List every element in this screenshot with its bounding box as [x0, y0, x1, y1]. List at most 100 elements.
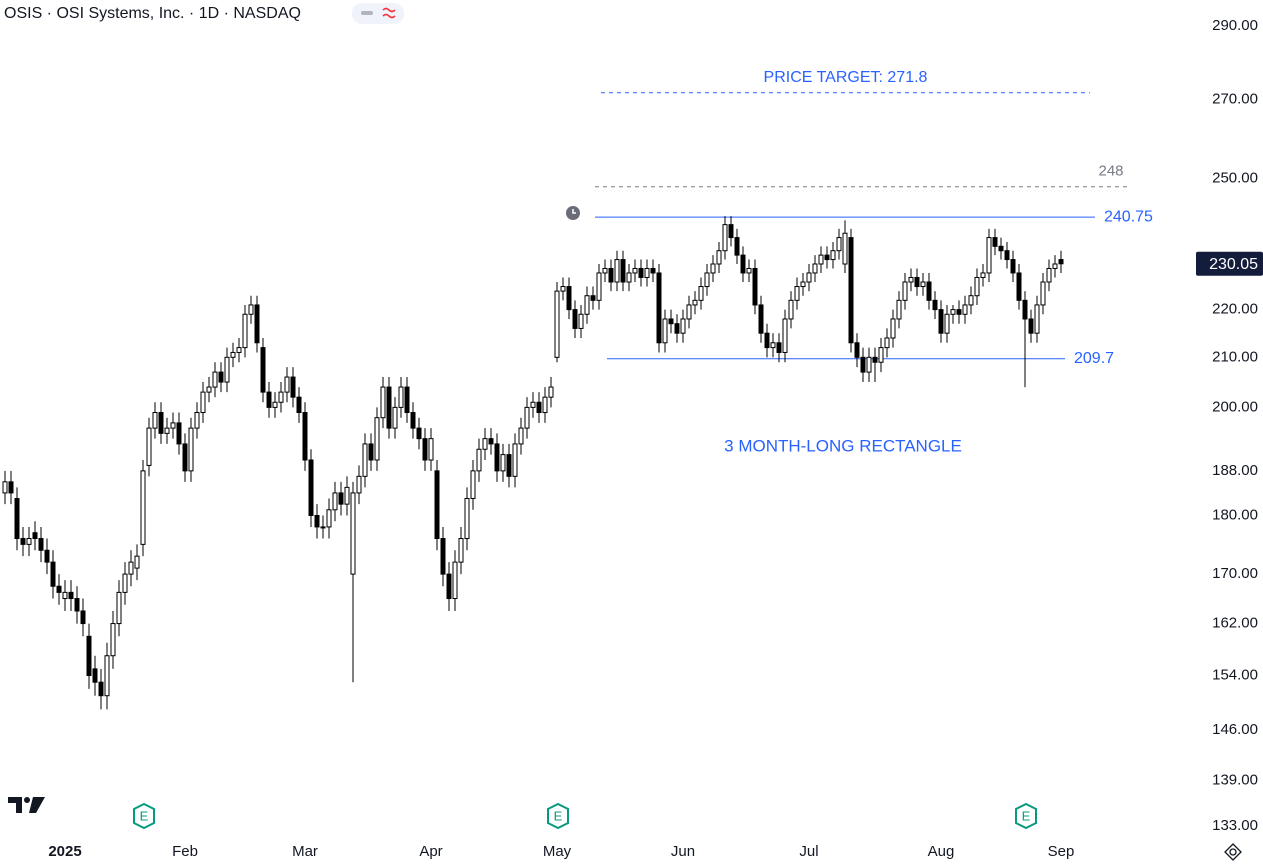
candle-body [476, 448, 482, 472]
candle-body [896, 299, 902, 320]
candle-body [866, 356, 872, 373]
candle-body [482, 438, 488, 450]
candle-body [992, 237, 998, 247]
candle-body [122, 573, 128, 593]
x-tick-label: Sep [1048, 843, 1075, 860]
candle-body [254, 304, 260, 344]
candle-body [722, 224, 728, 252]
candle-body [530, 401, 536, 408]
candle-body [902, 281, 908, 301]
candle-body [650, 267, 656, 274]
candle-body [542, 396, 548, 414]
candle-body [986, 237, 992, 274]
candle-body [218, 371, 224, 383]
candle-body [914, 276, 920, 288]
earnings-marker[interactable]: E [1015, 802, 1037, 830]
candle-body [716, 250, 722, 265]
pill-bg [352, 3, 404, 24]
earnings-label: E [1022, 808, 1031, 823]
candle-body [884, 337, 890, 349]
last-price-tag [1196, 251, 1263, 276]
candle-body [776, 342, 782, 353]
candle-body [38, 538, 44, 551]
candle-body [470, 470, 476, 500]
candle-body [644, 267, 650, 278]
candle-body [200, 391, 206, 414]
candle-body [680, 318, 686, 334]
candle-body [740, 254, 746, 274]
candle-body [224, 356, 230, 383]
candle-body [140, 470, 146, 545]
alarm-hands [564, 202, 582, 214]
logo-part [29, 797, 45, 813]
y-tick-label: 250.00 [1212, 169, 1258, 186]
candle-body [434, 470, 440, 540]
last-price-label: 230.05 [1209, 256, 1258, 273]
candle-body [662, 318, 668, 344]
candle-body [284, 376, 290, 393]
candle-body [80, 610, 86, 625]
candle-body [872, 356, 878, 363]
candle-body [824, 254, 830, 261]
candle-body [242, 313, 248, 349]
candle-body [68, 591, 74, 600]
candle-body [980, 272, 986, 278]
earnings-marker[interactable]: E [547, 802, 569, 830]
candle-body [14, 498, 20, 540]
candle-body [806, 272, 812, 283]
x-tick-label: Aug [928, 843, 955, 860]
logo-part [8, 797, 22, 813]
candle-body [188, 427, 194, 472]
candle-body [692, 299, 698, 306]
y-tick-label: 180.00 [1212, 506, 1258, 523]
candle-body [770, 342, 776, 349]
candle-body [446, 573, 452, 600]
candle-body [566, 286, 572, 311]
candle-body [272, 401, 278, 408]
candle-body [362, 443, 368, 477]
candle-body [596, 272, 602, 301]
candle-body [308, 459, 314, 516]
earnings-label: E [554, 808, 563, 823]
candle-body [2, 481, 8, 494]
x-tick-label: 2025 [48, 843, 81, 860]
candle-body [86, 635, 92, 677]
candle-body [890, 318, 896, 339]
candle-body [698, 286, 704, 301]
candle-body [632, 267, 638, 274]
candle-body [950, 309, 956, 315]
candle-body [818, 254, 824, 265]
candle-body [608, 267, 614, 283]
candle-body [56, 585, 62, 593]
candle-body [686, 304, 692, 320]
tv-logo[interactable] [8, 797, 45, 813]
earnings-marker[interactable]: E [133, 802, 155, 830]
candle-body [1004, 250, 1010, 261]
header-pill[interactable] [352, 3, 404, 24]
y-tick-label: 139.00 [1212, 772, 1258, 789]
candle-body [572, 309, 578, 329]
settings-icon[interactable] [1224, 843, 1242, 861]
level-label: PRICE TARGET: 271.8 [764, 69, 928, 86]
candle-body [146, 427, 152, 466]
y-tick-label: 220.00 [1212, 301, 1258, 318]
candle-body [860, 356, 866, 373]
candle-body [908, 276, 914, 283]
candle-body [494, 443, 500, 472]
y-tick-label: 210.00 [1212, 348, 1258, 365]
level-label: 248 [1098, 163, 1123, 180]
candle-body [158, 412, 164, 434]
candle-body [344, 486, 350, 505]
y-tick-label: 170.00 [1212, 565, 1258, 582]
candle-body [758, 304, 764, 334]
alarm-icon[interactable] [564, 202, 582, 220]
candle-body [842, 232, 848, 265]
candle-body [734, 237, 740, 256]
gear [1229, 848, 1237, 856]
candle-body [44, 549, 50, 563]
candle-body [944, 313, 950, 334]
candle-body [710, 263, 716, 274]
candle-body [266, 391, 272, 408]
